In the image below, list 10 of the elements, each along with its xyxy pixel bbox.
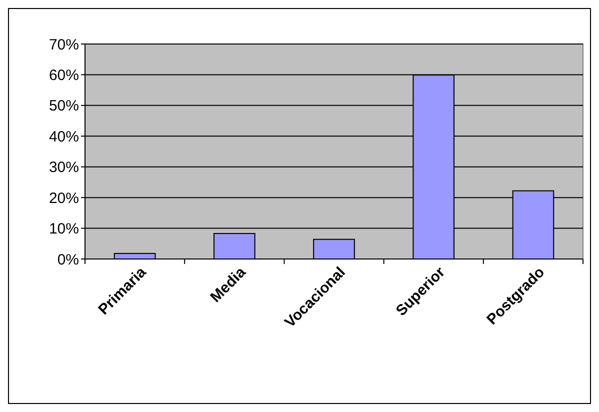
y-tick-label: 40%	[48, 128, 79, 146]
y-tick-label: 30%	[48, 159, 79, 176]
y-tick-label: 60%	[48, 66, 79, 84]
bar	[313, 238, 355, 260]
y-tick-label: 10%	[48, 220, 79, 238]
y-tick-label: 70%	[48, 36, 79, 54]
bar	[213, 233, 256, 260]
y-tick-label: 20%	[48, 190, 79, 207]
y-tick-label: 0%	[57, 251, 79, 268]
y-tick-label: 50%	[48, 98, 79, 115]
